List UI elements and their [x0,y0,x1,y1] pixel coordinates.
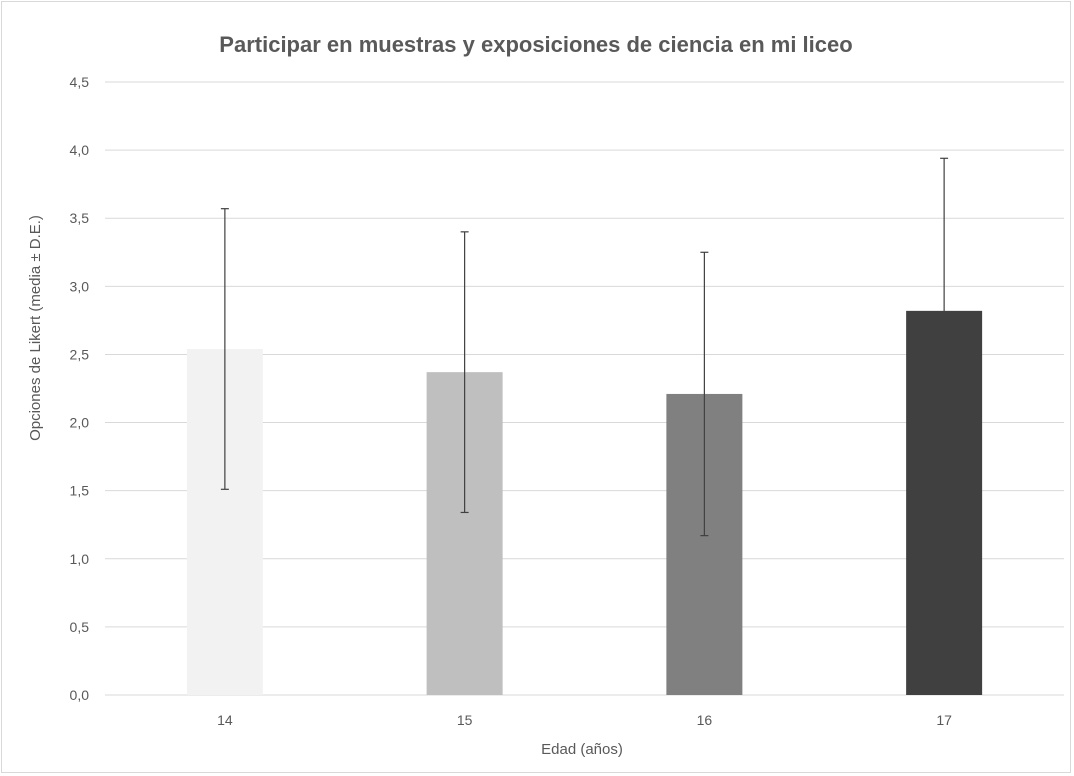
y-axis-ticks: 0,0 0,5 1,0 1,5 2,0 2,5 3,0 3,5 4,0 4,5 [70,74,90,703]
x-tick-label: 15 [457,712,473,728]
y-tick-label: 2,5 [70,346,90,362]
y-tick-label: 1,5 [70,483,90,499]
gridlines [105,81,1064,696]
error-bars [220,157,949,537]
y-tick-label: 0,5 [70,619,90,635]
x-tick-label: 16 [697,712,713,728]
y-tick-label: 4,5 [70,74,90,90]
x-axis-label: Edad (años) [541,741,623,758]
bars [186,310,983,695]
x-axis-ticks: 14 15 16 17 [217,712,952,728]
y-axis-label: Opciones de Likert (media ± D.E.) [27,215,44,441]
x-tick-label: 17 [936,712,952,728]
y-tick-label: 0,0 [70,687,90,703]
x-tick-label: 14 [217,712,233,728]
y-tick-label: 3,5 [70,210,90,226]
y-tick-label: 3,0 [70,278,90,294]
chart-title: Participar en muestras y exposiciones de… [219,32,852,57]
y-tick-label: 2,0 [70,415,90,431]
y-tick-label: 4,0 [70,142,90,158]
y-tick-label: 1,0 [70,551,90,567]
